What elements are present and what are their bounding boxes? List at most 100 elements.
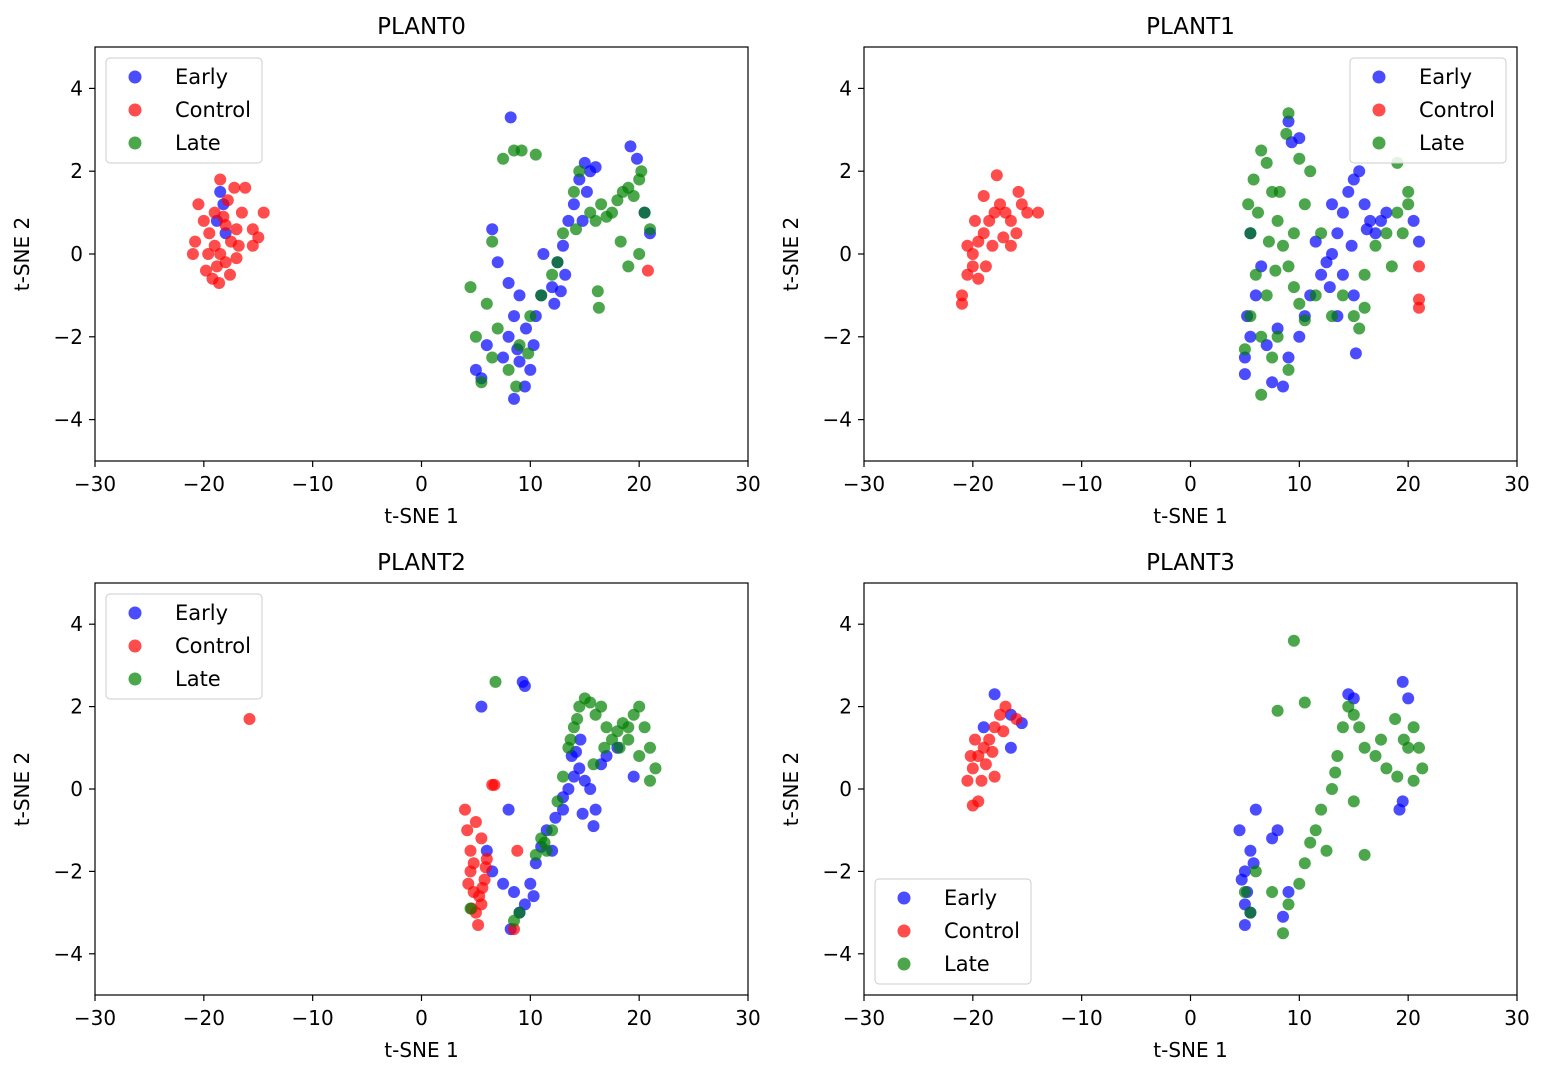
x-tick-label: −10 <box>1061 1006 1103 1030</box>
data-point-late <box>591 285 604 298</box>
data-point-early <box>589 161 602 174</box>
data-point-late <box>1287 281 1300 294</box>
data-point-late <box>551 795 564 808</box>
data-point-early <box>537 248 550 260</box>
data-point-control <box>997 725 1010 738</box>
legend-label-control: Control <box>944 919 1020 943</box>
y-tick-label: −2 <box>823 325 852 349</box>
x-tick-label: 0 <box>1184 472 1197 496</box>
data-point-control <box>975 774 988 787</box>
data-point-late <box>515 144 528 157</box>
data-point-late <box>1293 297 1306 310</box>
y-tick-label: −4 <box>823 408 852 432</box>
x-tick-label: 30 <box>1504 472 1529 496</box>
data-point-control <box>969 214 981 227</box>
data-point-late <box>1282 260 1295 273</box>
data-point-late <box>595 198 608 211</box>
data-point-control <box>956 289 968 302</box>
data-point-late <box>622 733 635 746</box>
data-point-late <box>1407 721 1420 734</box>
data-point-late <box>622 721 635 734</box>
data-point-early <box>524 363 537 376</box>
legend-box <box>874 878 1032 985</box>
chart-title: PLANT0 <box>377 14 466 40</box>
data-point-early <box>518 680 531 692</box>
data-point-early <box>1282 351 1295 364</box>
data-point-late <box>546 824 559 837</box>
data-point-early <box>548 297 561 310</box>
data-point-early <box>557 239 569 252</box>
x-tick-label: −10 <box>292 1006 334 1030</box>
data-point-early <box>1402 692 1415 705</box>
legend-marker-early <box>1372 70 1386 84</box>
data-point-late <box>513 906 526 919</box>
data-point-late <box>633 248 646 260</box>
data-point-late <box>1380 227 1393 240</box>
data-point-late <box>1369 750 1382 762</box>
data-point-late <box>522 347 535 360</box>
y-tick-label: 4 <box>839 76 852 100</box>
y-axis-label: t-SNE 2 <box>10 217 34 291</box>
data-point-late <box>600 721 613 734</box>
data-point-control <box>956 297 968 310</box>
data-point-late <box>1329 766 1342 779</box>
data-point-control <box>210 260 223 273</box>
data-point-late <box>1336 289 1349 302</box>
data-point-control <box>192 198 205 211</box>
data-point-late <box>1260 289 1273 302</box>
x-tick-label: 30 <box>735 472 760 496</box>
data-point-early <box>508 310 520 323</box>
data-point-early <box>502 330 515 343</box>
legend-marker-early <box>897 891 911 905</box>
data-point-early <box>567 198 580 211</box>
data-point-control <box>189 235 202 248</box>
legend-marker-control <box>897 924 911 938</box>
y-tick-label: 0 <box>70 242 83 266</box>
y-tick-label: 4 <box>839 612 852 636</box>
data-point-early <box>1282 886 1295 898</box>
data-point-late <box>622 260 635 273</box>
legend-label-early: Early <box>1419 65 1472 89</box>
data-point-late <box>1375 733 1387 746</box>
x-axis-label: t-SNE 1 <box>384 1038 458 1062</box>
data-point-late <box>464 902 477 915</box>
data-point-late <box>1347 310 1360 323</box>
data-point-late <box>1353 721 1366 734</box>
data-point-early <box>502 277 515 289</box>
data-point-late <box>1280 127 1293 140</box>
legend-marker-late <box>1372 136 1386 150</box>
data-point-early <box>589 803 602 816</box>
data-point-late <box>1244 310 1257 323</box>
data-point-late <box>638 206 651 219</box>
data-point-control <box>243 713 256 725</box>
data-point-early <box>1393 803 1406 816</box>
data-point-control <box>202 248 215 260</box>
data-point-early <box>518 380 531 393</box>
data-point-late <box>1396 227 1409 240</box>
data-point-late <box>1315 227 1328 240</box>
data-point-early <box>1323 281 1336 294</box>
data-point-late <box>557 770 569 783</box>
data-point-control <box>983 733 996 746</box>
x-tick-label: 0 <box>415 1006 428 1030</box>
data-point-late <box>613 741 626 754</box>
x-tick-label: 0 <box>415 472 428 496</box>
data-point-early <box>1358 198 1371 211</box>
data-point-early <box>580 185 593 198</box>
data-point-early <box>624 140 637 153</box>
data-point-control <box>475 832 488 845</box>
y-tick-label: −4 <box>54 408 83 432</box>
data-point-late <box>1298 696 1311 709</box>
data-point-late <box>598 741 611 754</box>
data-point-late <box>1249 268 1262 281</box>
data-point-early <box>576 807 589 820</box>
data-point-late <box>1298 857 1311 870</box>
data-point-late <box>1247 173 1260 186</box>
x-tick-label: −30 <box>843 472 885 496</box>
data-point-early <box>573 762 586 775</box>
data-point-late <box>491 322 504 335</box>
data-point-late <box>635 165 648 178</box>
data-point-early <box>988 688 1001 701</box>
data-point-late <box>1287 227 1300 240</box>
legend-label-early: Early <box>175 65 228 89</box>
